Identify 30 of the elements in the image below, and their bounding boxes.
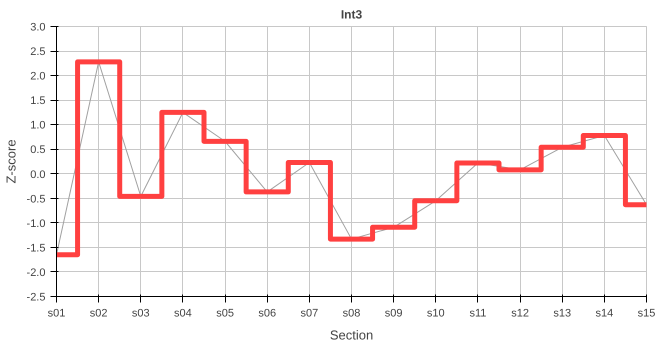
y-tick-label: -0.5 (26, 193, 46, 206)
y-tick-label: 1.0 (30, 120, 46, 132)
x-tick-label: s12 (511, 308, 529, 320)
x-tick-label: s13 (553, 308, 572, 320)
x-axis-title: Section (330, 328, 374, 342)
x-tick-label: s10 (426, 308, 445, 320)
y-tick-label: 2.0 (30, 70, 46, 83)
x-tick-label: s07 (300, 308, 318, 320)
x-tick-label: s04 (174, 308, 192, 320)
y-tick-label: 0.0 (30, 168, 46, 181)
y-axis-title: Z-score (4, 139, 19, 184)
y-tick-label: 0.5 (30, 144, 46, 156)
x-tick-label: s08 (342, 308, 360, 320)
y-tick-label: -2.0 (26, 266, 46, 279)
x-tick-label: s05 (216, 308, 234, 320)
x-tick-label: s03 (132, 308, 150, 320)
x-tick-label: s01 (48, 308, 66, 320)
y-tick-label: -1.5 (26, 242, 46, 254)
y-tick-label: -1.0 (26, 218, 46, 230)
chart-title: Int3 (340, 8, 362, 22)
y-tick-label: 1.5 (30, 95, 46, 108)
x-tick-label: s14 (595, 308, 614, 320)
x-tick-label: s15 (638, 308, 656, 320)
y-tick-label: -2.5 (26, 292, 46, 304)
y-tick-label: 3.0 (30, 22, 46, 34)
x-tick-label: s11 (469, 308, 486, 320)
x-tick-label: s02 (90, 308, 108, 320)
x-tick-label: s09 (384, 308, 403, 320)
y-tick-label: 2.5 (30, 46, 46, 58)
x-tick-label: s06 (258, 308, 276, 320)
